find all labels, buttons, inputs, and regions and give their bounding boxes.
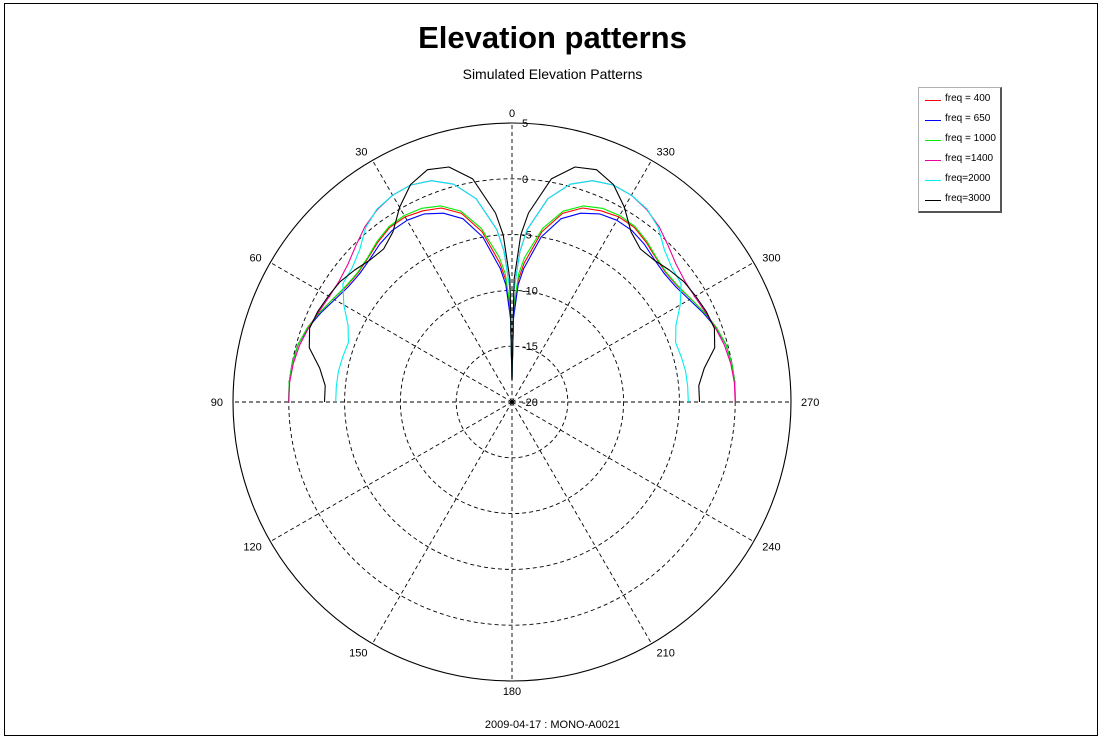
angle-tick-label: 330 <box>657 147 675 159</box>
radial-gridline <box>511 160 652 403</box>
radial-gridline <box>511 401 652 644</box>
radial-gridcircle <box>344 234 680 570</box>
polar-outer-circle <box>232 122 792 682</box>
chart-frame <box>4 3 1098 736</box>
chart-subtitle: Simulated Elevation Patterns <box>462 66 643 82</box>
legend-label: freq = 1000 <box>945 133 996 144</box>
radial-tick-label: 0 <box>522 174 528 186</box>
radial-gridline <box>511 262 754 403</box>
radial-gridcircle <box>455 345 569 459</box>
angle-tick-label: 270 <box>801 397 819 409</box>
angle-tick-label: 120 <box>243 542 261 554</box>
chart-title: Elevation patterns <box>418 20 687 55</box>
legend-entry: freq=3000 <box>925 191 1005 209</box>
angle-tick-label: 240 <box>762 542 780 554</box>
radial-gridline <box>270 262 513 403</box>
legend-entry: freq = 400 <box>925 91 1005 109</box>
radial-tick-label: -10 <box>522 285 538 297</box>
radial-tick-label: -15 <box>522 341 538 353</box>
legend: freq = 400 freq = 650 freq = 1000 freq =140… <box>918 87 1002 213</box>
legend-label: freq=2000 <box>945 173 991 184</box>
angle-tick-label: 60 <box>249 253 261 265</box>
angle-tick-label: 300 <box>762 253 780 265</box>
angle-tick-label: 30 <box>355 147 367 159</box>
legend-entry: freq = 650 <box>925 111 1005 129</box>
legend-entry: freq=2000 <box>925 171 1005 189</box>
legend-entry: freq = 1000 <box>925 131 1005 149</box>
radial-gridline <box>270 401 513 542</box>
angle-tick-label: 0 <box>509 108 515 120</box>
angle-tick-label: 180 <box>503 686 521 698</box>
angle-tick-label: 150 <box>349 647 367 659</box>
radial-gridcircle <box>399 289 625 515</box>
radial-gridline <box>372 401 513 644</box>
radial-gridline <box>372 160 513 403</box>
radial-tick-label: 5 <box>522 118 528 130</box>
legend-swatch <box>925 140 941 141</box>
legend-label: freq = 650 <box>945 113 991 124</box>
series-line <box>308 166 716 403</box>
legend-label: freq = 400 <box>945 93 991 104</box>
angle-tick-label: 90 <box>211 397 223 409</box>
legend-swatch <box>925 120 941 121</box>
angle-tick-label: 210 <box>657 647 675 659</box>
legend-swatch <box>925 100 941 101</box>
legend-swatch <box>925 160 941 161</box>
radial-tick-label: -20 <box>522 397 538 409</box>
legend-swatch <box>925 200 941 201</box>
legend-label: freq =1400 <box>945 153 994 164</box>
legend-swatch <box>925 180 941 181</box>
footer-caption: 2009-04-17 : MONO-A0021 <box>484 719 621 731</box>
legend-label: freq=3000 <box>945 193 991 204</box>
radial-gridline <box>511 401 754 542</box>
legend-entry: freq =1400 <box>925 151 1005 169</box>
radial-tick-label: -5 <box>522 230 532 242</box>
